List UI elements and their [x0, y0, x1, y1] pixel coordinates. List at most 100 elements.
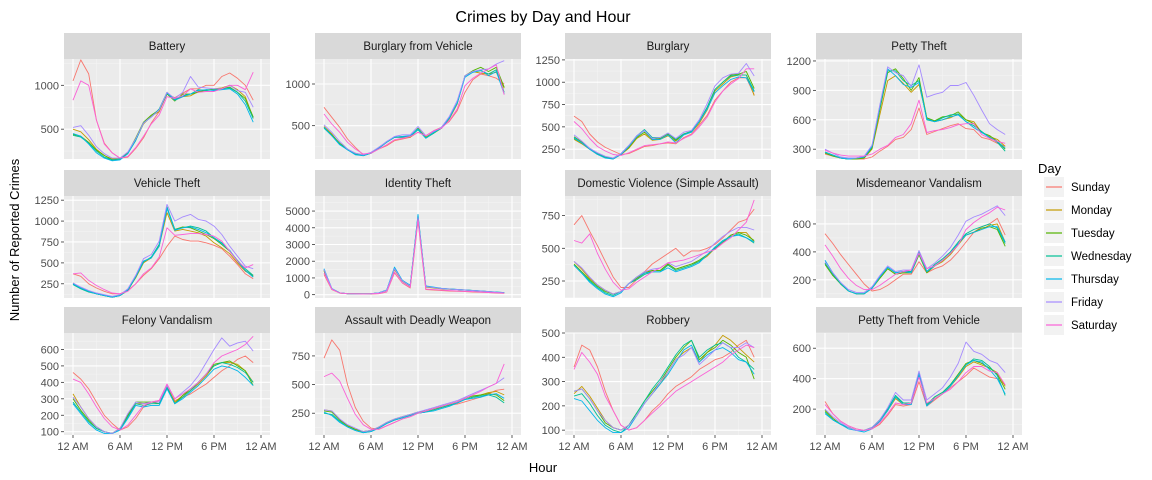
- strip-label-vehicle-theft: Vehicle Theft: [134, 178, 201, 190]
- strip-label-petty-theft: Petty Theft: [891, 41, 947, 53]
- panel-petty-theft: Petty Theft 300 600 900 1200: [787, 33, 1022, 160]
- y-tick-label: 200: [793, 275, 811, 287]
- y-tick-label: 600: [41, 344, 59, 356]
- strip-domestic-violence-simple-assault: [565, 170, 771, 196]
- x-tick-label: 6 AM: [608, 441, 633, 453]
- series-line-felony-vandalism-friday: [72, 337, 254, 434]
- series-line-robbery-thursday: [573, 344, 755, 434]
- legend-label-saturday: Saturday: [1071, 320, 1117, 332]
- y-tick-label: 300: [542, 377, 560, 389]
- panel-burglary: Burglary 250 500 750 1000 1250: [536, 33, 771, 160]
- x-tick-label: 6 AM: [107, 441, 132, 453]
- y-tick-label: 500: [292, 121, 310, 133]
- series-line-assault-with-deadly-weapon-thursday: [323, 393, 505, 434]
- strip-assault-with-deadly-weapon: [315, 307, 521, 333]
- strip-label-petty-theft-from-vehicle: Petty Theft from Vehicle: [858, 315, 980, 327]
- series-line-petty-theft-from-vehicle-friday: [824, 341, 1006, 431]
- strip-label-felony-vandalism: Felony Vandalism: [122, 315, 213, 327]
- strip-label-battery: Battery: [149, 41, 186, 53]
- y-tick-label: 2000: [286, 256, 310, 268]
- legend-item-wednesday: Wednesday: [1044, 246, 1132, 266]
- legend-label-monday: Monday: [1071, 205, 1112, 217]
- panel-assault-with-deadly-weapon: Assault with Deadly Weapon 250 500 750 12 AM…: [292, 307, 528, 453]
- panel-robbery: Robbery 100 200 300 400 500 12 AM 6 AM 12 PM 6 PM…: [542, 307, 778, 453]
- series-line-burglary-friday: [573, 63, 755, 159]
- strip-misdemeanor-vandalism: [816, 170, 1022, 196]
- series-line-petty-theft-saturday: [824, 99, 1006, 157]
- y-tick-label: 500: [292, 380, 310, 392]
- x-tick-label: 6 PM: [702, 441, 728, 453]
- y-tick-label: 500: [542, 243, 560, 255]
- y-tick-label: 1000: [35, 216, 59, 228]
- series-line-burglary-thursday: [573, 76, 755, 160]
- x-tick-label: 12 AM: [746, 441, 777, 453]
- strip-vehicle-theft: [64, 170, 270, 196]
- series-line-robbery-tuesday: [573, 339, 755, 431]
- x-tick-label: 6 PM: [452, 441, 478, 453]
- strip-felony-vandalism: [64, 307, 270, 333]
- y-tick-label: 600: [793, 219, 811, 231]
- series-line-domestic-violence-simple-assault-sunday: [573, 208, 755, 288]
- strip-label-misdemeanor-vandalism: Misdemeanor Vandalism: [856, 178, 982, 190]
- legend: Day Sunday Monday Tuesday Wednesday Thursday…: [1038, 161, 1132, 335]
- y-tick-label: 500: [41, 258, 59, 270]
- y-tick-label: 400: [542, 352, 560, 364]
- series-line-robbery-sunday: [573, 339, 755, 431]
- strip-petty-theft-from-vehicle: [816, 307, 1022, 333]
- y-tick-label: 1200: [787, 56, 811, 68]
- strip-petty-theft: [816, 33, 1022, 59]
- x-tick-label: 12 PM: [652, 441, 684, 453]
- legend-label-thursday: Thursday: [1071, 274, 1119, 286]
- y-tick-label: 1250: [35, 195, 59, 207]
- y-tick-label: 500: [542, 122, 560, 134]
- strip-label-assault-with-deadly-weapon: Assault with Deadly Weapon: [345, 315, 491, 327]
- x-tick-label: 6 AM: [358, 441, 383, 453]
- y-tick-label: 0: [304, 290, 310, 302]
- strip-label-burglary: Burglary: [647, 41, 690, 53]
- y-tick-label: 750: [542, 100, 560, 112]
- strip-identity-theft: [315, 170, 521, 196]
- x-tick-label: 12 AM: [245, 441, 276, 453]
- series-line-vehicle-theft-friday: [72, 203, 254, 297]
- series-line-misdemeanor-vandalism-friday: [824, 205, 1006, 293]
- series-line-burglary-from-vehicle-saturday: [323, 64, 505, 155]
- y-tick-label: 300: [793, 144, 811, 156]
- y-tick-label: 1000: [286, 273, 310, 285]
- legend-label-sunday: Sunday: [1071, 182, 1110, 194]
- y-tick-label: 600: [793, 115, 811, 127]
- series-line-burglary-saturday: [573, 68, 755, 156]
- y-tick-label: 250: [542, 276, 560, 288]
- y-tick-label: 500: [41, 361, 59, 373]
- panel-misdemeanor-vandalism: Misdemeanor Vandalism 200 400 600: [793, 170, 1022, 298]
- strip-label-robbery: Robbery: [646, 315, 690, 327]
- strip-battery: [64, 33, 270, 59]
- strip-burglary-from-vehicle: [315, 33, 521, 59]
- panel-domestic-violence-simple-assault: Domestic Violence (Simple Assault) 250 500…: [542, 170, 771, 298]
- x-tick-label: 12 AM: [308, 441, 339, 453]
- panel-felony-vandalism: Felony Vandalism 100 200 300 400 500 600 12 AM 6…: [41, 307, 277, 453]
- y-tick-label: 300: [41, 394, 59, 406]
- y-tick-label: 1000: [286, 79, 310, 91]
- y-tick-label: 400: [41, 377, 59, 389]
- y-tick-label: 1000: [35, 80, 59, 92]
- series-line-vehicle-theft-sunday: [72, 235, 254, 295]
- panel-burglary-from-vehicle: Burglary from Vehicle 500 1000: [286, 33, 521, 159]
- panel-petty-theft-from-vehicle: Petty Theft from Vehicle 200 400 600 12 AM 6 …: [793, 307, 1029, 453]
- strip-label-burglary-from-vehicle: Burglary from Vehicle: [363, 41, 472, 53]
- series-line-burglary-from-vehicle-thursday: [323, 69, 505, 157]
- x-tick-label: 12 AM: [997, 441, 1028, 453]
- series-line-misdemeanor-vandalism-saturday: [824, 206, 1006, 291]
- series-line-battery-saturday: [72, 72, 254, 159]
- series-line-petty-theft-from-vehicle-saturday: [824, 366, 1006, 431]
- x-tick-label: 12 AM: [558, 441, 589, 453]
- y-tick-label: 100: [542, 425, 560, 437]
- x-tick-label: 12 PM: [903, 441, 935, 453]
- y-tick-label: 600: [793, 343, 811, 355]
- y-tick-label: 750: [292, 351, 310, 363]
- y-tick-label: 250: [542, 144, 560, 156]
- x-tick-label: 12 PM: [402, 441, 434, 453]
- panel-battery: Battery 500 1000: [35, 33, 270, 162]
- series-line-petty-theft-friday: [824, 64, 1006, 159]
- series-line-vehicle-theft-saturday: [72, 227, 254, 295]
- legend-item-tuesday: Tuesday: [1044, 223, 1115, 243]
